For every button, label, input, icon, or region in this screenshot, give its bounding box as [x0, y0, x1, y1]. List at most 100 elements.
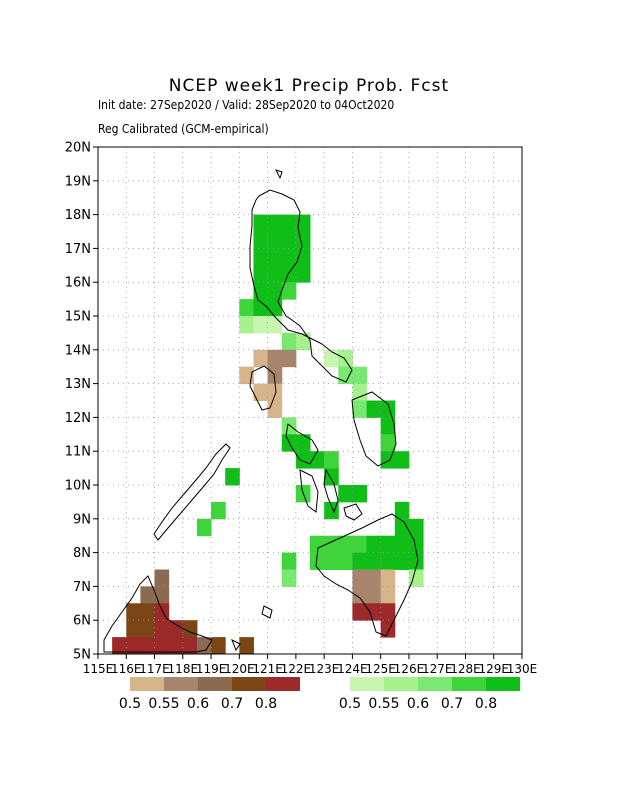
probability-cell [196, 518, 212, 537]
coastline-cebu [323, 468, 339, 514]
lat-tick-label: 11N [65, 445, 91, 460]
probability-cell [324, 552, 339, 570]
probability-cell [380, 586, 396, 604]
probability-cell [295, 434, 311, 452]
wet-legend-label: 0.55 [368, 696, 399, 712]
probability-cell [239, 316, 254, 334]
probability-cell [281, 349, 297, 368]
probability-cell [324, 501, 339, 520]
lat-tick-label: 5N [73, 648, 91, 663]
probability-cell [380, 417, 396, 435]
probability-cell [267, 265, 283, 283]
probability-cell [253, 214, 269, 232]
wet-legend-swatch [452, 677, 486, 691]
coastline-negros [299, 469, 319, 513]
lat-tick-label: 15N [65, 310, 91, 325]
probability-cell [338, 349, 353, 368]
probability-cell [366, 569, 382, 587]
probability-cell [295, 451, 311, 469]
lon-tick-label: 123E [309, 662, 340, 676]
probability-cell [366, 603, 382, 621]
lat-tick-label: 9N [73, 512, 91, 527]
lat-tick-label: 7N [73, 580, 91, 595]
coastlines [103, 169, 419, 653]
probability-cell [295, 265, 311, 283]
probability-cell [380, 434, 396, 452]
wet-legend-label: 0.5 [339, 696, 361, 712]
wet-legend-swatch [418, 677, 452, 691]
probability-cell [352, 552, 368, 570]
probability-cell [126, 637, 141, 655]
wet-legend-label: 0.8 [475, 696, 497, 712]
longitude-labels: 115E116E117E118E119E120E121E122E123E124E… [83, 654, 537, 676]
probability-cell [310, 535, 325, 554]
probability-cell [408, 552, 424, 570]
probability-cell [154, 620, 170, 638]
probability-cell [253, 248, 269, 266]
probability-cell [352, 366, 368, 385]
probability-cell [352, 535, 368, 554]
coastline-islet-3 [231, 638, 241, 652]
map-title: NCEP week1 Precip Prob. Fcst [168, 76, 450, 96]
coastline-bohol [343, 503, 363, 521]
coastline-visayas-west [285, 423, 319, 465]
lon-tick-label: 121E [252, 662, 283, 676]
lon-tick-label: 117E [139, 662, 170, 676]
coastline-luzon [249, 189, 353, 383]
probability-cell [168, 637, 184, 655]
lat-tick-label: 19N [65, 174, 91, 189]
probability-cell [394, 451, 410, 469]
probability-cell [338, 535, 353, 554]
probability-cell [380, 569, 396, 587]
lon-tick-label: 126E [394, 662, 425, 676]
probability-cell [239, 366, 254, 385]
probability-cell [211, 637, 226, 655]
probability-cell [310, 451, 325, 469]
lat-tick-label: 18N [65, 208, 91, 223]
dry-legend-swatch [198, 677, 232, 691]
probability-cell [154, 637, 170, 655]
probability-cell [394, 535, 410, 554]
probability-cell [267, 214, 283, 232]
lat-tick-label: 14N [65, 343, 91, 358]
lon-tick-label: 124E [337, 662, 368, 676]
lon-tick-label: 122E [281, 662, 312, 676]
dry-legend-label: 0.5 [119, 696, 141, 712]
lat-tick-label: 17N [65, 242, 91, 257]
coastline-islet-2 [261, 605, 273, 619]
dry-probability-legend: 0.5 0.55 0.6 0.7 0.8 [119, 677, 300, 712]
probability-cell [366, 552, 382, 570]
probability-cell [281, 552, 297, 570]
probability-cell [267, 366, 283, 385]
lon-tick-label: 129E [478, 662, 509, 676]
probability-cell [253, 316, 269, 334]
probability-cell [366, 586, 382, 604]
probability-cell [310, 552, 325, 570]
probability-cell [182, 637, 198, 655]
lat-tick-label: 8N [73, 546, 91, 561]
lon-tick-label: 116E [111, 662, 142, 676]
dry-legend-label: 0.6 [187, 696, 209, 712]
dry-legend-swatch [232, 677, 266, 691]
probability-cell [267, 400, 283, 418]
probability-cell [352, 485, 368, 503]
dry-legend-swatch [130, 677, 164, 691]
probability-cell [112, 637, 127, 655]
probability-cell [253, 265, 269, 283]
probability-cell [352, 400, 368, 418]
probability-cell [239, 299, 254, 317]
probability-cell [352, 569, 368, 587]
probability-cells [112, 214, 424, 655]
lon-tick-label: 125E [365, 662, 396, 676]
probability-cell [253, 299, 269, 317]
probability-cell [281, 214, 297, 232]
wet-legend-label: 0.6 [407, 696, 429, 712]
probability-cell [352, 383, 368, 401]
probability-cell [267, 248, 283, 266]
wet-legend-swatch [486, 677, 520, 691]
probability-cell [239, 637, 254, 655]
probability-cell [140, 586, 156, 604]
probability-cell [281, 417, 297, 435]
probability-cell [394, 552, 410, 570]
probability-cell [408, 518, 424, 537]
